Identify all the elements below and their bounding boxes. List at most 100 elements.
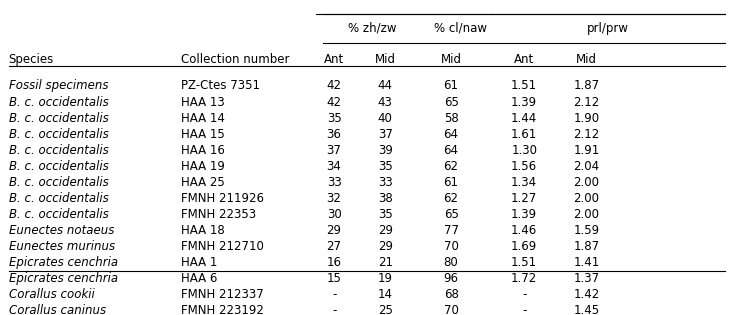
Text: B. c. occidentalis: B. c. occidentalis xyxy=(9,160,109,173)
Text: Eunectes murinus: Eunectes murinus xyxy=(9,240,115,253)
Text: HAA 14: HAA 14 xyxy=(181,112,225,125)
Text: 1.27: 1.27 xyxy=(511,192,537,205)
Text: 1.56: 1.56 xyxy=(511,160,537,173)
Text: 1.51: 1.51 xyxy=(511,79,537,93)
Text: -: - xyxy=(522,305,526,315)
Text: 27: 27 xyxy=(327,240,341,253)
Text: Epicrates cenchria: Epicrates cenchria xyxy=(9,256,118,269)
Text: 44: 44 xyxy=(378,79,393,93)
Text: 70: 70 xyxy=(443,305,459,315)
Text: FMNH 22353: FMNH 22353 xyxy=(181,208,255,221)
Text: 36: 36 xyxy=(327,128,341,141)
Text: HAA 16: HAA 16 xyxy=(181,144,225,157)
Text: 58: 58 xyxy=(444,112,459,125)
Text: 1.72: 1.72 xyxy=(511,272,537,285)
Text: Ant: Ant xyxy=(324,53,344,66)
Text: -: - xyxy=(522,289,526,301)
Text: 21: 21 xyxy=(378,256,393,269)
Text: 1.59: 1.59 xyxy=(573,224,600,237)
Text: 38: 38 xyxy=(378,192,393,205)
Text: Eunectes notaeus: Eunectes notaeus xyxy=(9,224,114,237)
Text: HAA 15: HAA 15 xyxy=(181,128,225,141)
Text: 35: 35 xyxy=(378,208,393,221)
Text: 61: 61 xyxy=(443,79,459,93)
Text: 1.34: 1.34 xyxy=(511,176,537,189)
Text: 2.12: 2.12 xyxy=(573,95,600,109)
Text: -: - xyxy=(332,305,336,315)
Text: 96: 96 xyxy=(443,272,459,285)
Text: 1.46: 1.46 xyxy=(511,224,537,237)
Text: HAA 25: HAA 25 xyxy=(181,176,225,189)
Text: Corallus caninus: Corallus caninus xyxy=(9,305,106,315)
Text: 2.00: 2.00 xyxy=(573,176,600,189)
Text: Fossil specimens: Fossil specimens xyxy=(9,79,108,93)
Text: 1.91: 1.91 xyxy=(573,144,600,157)
Text: 64: 64 xyxy=(443,144,459,157)
Text: Collection number: Collection number xyxy=(181,53,289,66)
Text: B. c. occidentalis: B. c. occidentalis xyxy=(9,176,109,189)
Text: 32: 32 xyxy=(327,192,341,205)
Text: 65: 65 xyxy=(443,208,459,221)
Text: 1.51: 1.51 xyxy=(511,256,537,269)
Text: 42: 42 xyxy=(327,95,341,109)
Text: 25: 25 xyxy=(378,305,393,315)
Text: FMNH 212710: FMNH 212710 xyxy=(181,240,264,253)
Text: 29: 29 xyxy=(378,240,393,253)
Text: 37: 37 xyxy=(327,144,341,157)
Text: 1.45: 1.45 xyxy=(573,305,600,315)
Text: 30: 30 xyxy=(327,208,341,221)
Text: Mid: Mid xyxy=(576,53,597,66)
Text: Mid: Mid xyxy=(440,53,462,66)
Text: 77: 77 xyxy=(443,224,459,237)
Text: PZ-Ctes 7351: PZ-Ctes 7351 xyxy=(181,79,260,93)
Text: 1.44: 1.44 xyxy=(511,112,537,125)
Text: HAA 19: HAA 19 xyxy=(181,160,225,173)
Text: HAA 18: HAA 18 xyxy=(181,224,225,237)
Text: 42: 42 xyxy=(327,79,341,93)
Text: prl/prw: prl/prw xyxy=(587,22,629,35)
Text: 14: 14 xyxy=(378,289,393,301)
Text: 40: 40 xyxy=(378,112,393,125)
Text: 70: 70 xyxy=(443,240,459,253)
Text: 19: 19 xyxy=(378,272,393,285)
Text: 62: 62 xyxy=(443,160,459,173)
Text: 1.61: 1.61 xyxy=(511,128,537,141)
Text: Ant: Ant xyxy=(514,53,534,66)
Text: 1.87: 1.87 xyxy=(573,79,600,93)
Text: 1.69: 1.69 xyxy=(511,240,537,253)
Text: B. c. occidentalis: B. c. occidentalis xyxy=(9,208,109,221)
Text: FMNH 212337: FMNH 212337 xyxy=(181,289,264,301)
Text: 33: 33 xyxy=(327,176,341,189)
Text: 80: 80 xyxy=(444,256,459,269)
Text: 64: 64 xyxy=(443,128,459,141)
Text: FMNH 211926: FMNH 211926 xyxy=(181,192,264,205)
Text: % cl/naw: % cl/naw xyxy=(434,22,487,35)
Text: 1.41: 1.41 xyxy=(573,256,600,269)
Text: 68: 68 xyxy=(443,289,459,301)
Text: Species: Species xyxy=(9,53,54,66)
Text: 34: 34 xyxy=(327,160,341,173)
Text: 1.39: 1.39 xyxy=(511,95,537,109)
Text: 1.42: 1.42 xyxy=(573,289,600,301)
Text: 1.30: 1.30 xyxy=(511,144,537,157)
Text: B. c. occidentalis: B. c. occidentalis xyxy=(9,192,109,205)
Text: HAA 1: HAA 1 xyxy=(181,256,217,269)
Text: 62: 62 xyxy=(443,192,459,205)
Text: -: - xyxy=(332,289,336,301)
Text: 29: 29 xyxy=(327,224,341,237)
Text: 37: 37 xyxy=(378,128,393,141)
Text: 2.00: 2.00 xyxy=(573,192,600,205)
Text: 1.37: 1.37 xyxy=(573,272,600,285)
Text: 2.00: 2.00 xyxy=(573,208,600,221)
Text: B. c. occidentalis: B. c. occidentalis xyxy=(9,144,109,157)
Text: Corallus cookii: Corallus cookii xyxy=(9,289,95,301)
Text: % zh/zw: % zh/zw xyxy=(348,22,397,35)
Text: 1.90: 1.90 xyxy=(573,112,600,125)
Text: B. c. occidentalis: B. c. occidentalis xyxy=(9,112,109,125)
Text: 16: 16 xyxy=(327,256,341,269)
Text: Epicrates cenchria: Epicrates cenchria xyxy=(9,272,118,285)
Text: 29: 29 xyxy=(378,224,393,237)
Text: B. c. occidentalis: B. c. occidentalis xyxy=(9,128,109,141)
Text: 43: 43 xyxy=(378,95,393,109)
Text: 33: 33 xyxy=(378,176,393,189)
